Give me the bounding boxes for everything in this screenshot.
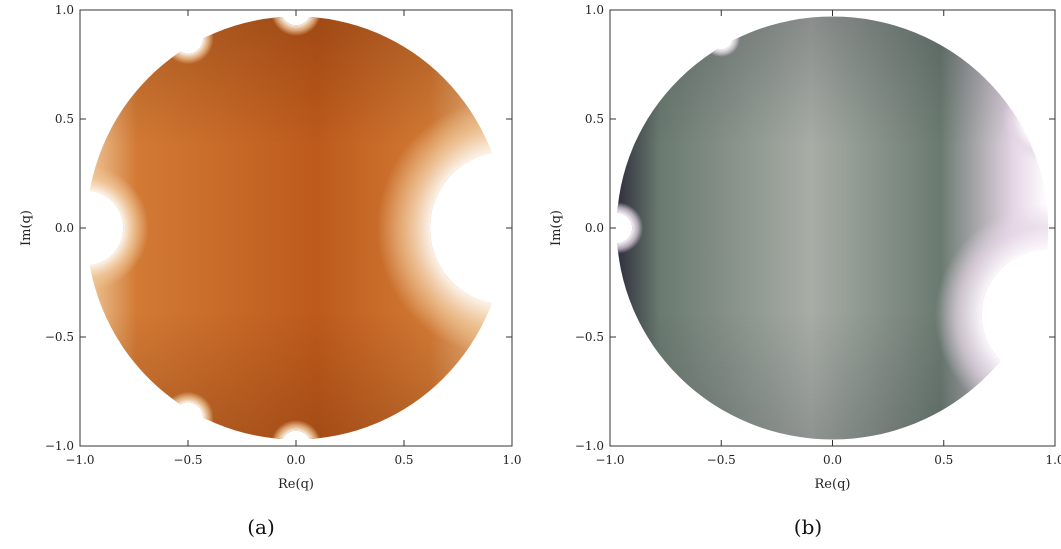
y-tick-label: 0.0 bbox=[55, 221, 74, 235]
y-tick-label: −1.0 bbox=[575, 439, 604, 453]
x-tick-label: −0.5 bbox=[173, 453, 202, 467]
x-tick-label: 0.0 bbox=[823, 453, 842, 467]
y-tick-label: 1.0 bbox=[585, 3, 604, 17]
x-axis-title: Re(q) bbox=[278, 477, 314, 492]
x-axis-title: Re(q) bbox=[815, 477, 851, 492]
x-tick-label: −1.0 bbox=[595, 453, 624, 467]
region-halo bbox=[934, 204, 1061, 427]
panel-caption: (b) bbox=[794, 515, 822, 539]
y-tick-label: 0.5 bbox=[585, 112, 604, 126]
y-tick-label: 1.0 bbox=[55, 3, 74, 17]
x-tick-label: 0.5 bbox=[934, 453, 953, 467]
region-halo bbox=[702, 19, 741, 57]
region-halo bbox=[24, 164, 149, 292]
x-tick-label: 0.5 bbox=[394, 453, 413, 467]
y-tick-label: 0.5 bbox=[55, 112, 74, 126]
chart-panel-1: −1.0 −0.5 0.0 0.5 1.0 −1.0 −0.5 0.0 0.5 1.0 Re(q) I… bbox=[19, 0, 635, 539]
region-halo bbox=[377, 98, 635, 358]
x-tick-label: 1.0 bbox=[1045, 453, 1061, 467]
y-tick-label: −0.5 bbox=[575, 330, 604, 344]
panel-caption: (a) bbox=[247, 515, 275, 539]
region-halo bbox=[162, 12, 214, 65]
region-halo bbox=[162, 391, 214, 444]
chart-panel-2: −1.0 −0.5 0.0 0.5 1.0 −1.0 −0.5 0.0 0.5 1.0 Re(q) I… bbox=[549, 3, 1061, 539]
y-tick-label: −0.5 bbox=[45, 330, 74, 344]
y-tick-label: 0.0 bbox=[585, 221, 604, 235]
x-tick-label: 1.0 bbox=[502, 453, 521, 467]
x-tick-label: −0.5 bbox=[707, 453, 736, 467]
y-axis-title: Im(q) bbox=[19, 210, 34, 246]
region-halo bbox=[1002, 74, 1061, 164]
region-halo bbox=[590, 202, 644, 254]
y-axis-title: Im(q) bbox=[549, 210, 564, 246]
region-halo bbox=[270, 0, 322, 36]
x-tick-label: −1.0 bbox=[65, 453, 94, 467]
x-tick-label: 0.0 bbox=[286, 453, 305, 467]
y-tick-label: −1.0 bbox=[45, 439, 74, 453]
